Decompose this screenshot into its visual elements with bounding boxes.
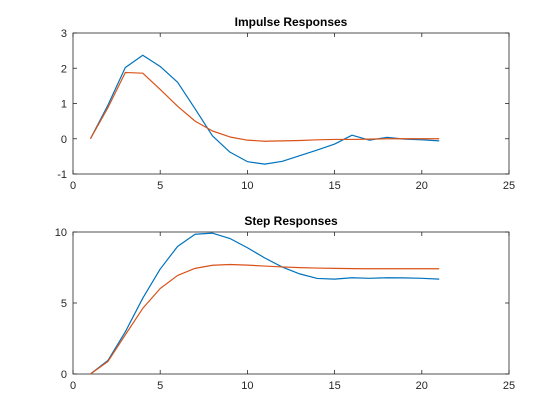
y-tick-label: -1	[57, 169, 67, 181]
x-tick-label: 15	[328, 180, 340, 192]
y-tick-label: 5	[61, 298, 67, 310]
chart-title: Step Responses	[244, 214, 338, 228]
series-line-2	[90, 263, 440, 375]
y-tick-label: 2	[61, 63, 67, 75]
x-tick-label: 5	[157, 180, 163, 192]
series-line-2	[89, 71, 440, 142]
chart-title: Impulse Responses	[235, 15, 348, 29]
series-line-1	[90, 232, 440, 375]
x-tick-label: 20	[416, 180, 428, 192]
x-tick-label: 15	[328, 380, 340, 392]
x-tick-label: 0	[70, 380, 76, 392]
x-tick-label: 25	[503, 180, 515, 192]
x-tick-label: 20	[416, 380, 428, 392]
x-tick-label: 10	[241, 380, 253, 392]
y-tick-label: 0	[61, 369, 67, 381]
y-tick-label: 3	[61, 28, 67, 40]
x-tick-label: 10	[241, 180, 253, 192]
y-tick-label: 10	[55, 227, 67, 239]
y-tick-label: 1	[61, 99, 67, 111]
step-responses-panel: Step Responses 0 5 10 15 20 25 0 5 10	[55, 214, 515, 392]
y-tick-label: 0	[61, 134, 67, 146]
x-tick-label: 5	[157, 380, 163, 392]
x-tick-label: 25	[503, 380, 515, 392]
x-tick-label: 0	[70, 180, 76, 192]
axes-box	[72, 32, 510, 175]
axes-box	[72, 231, 510, 375]
